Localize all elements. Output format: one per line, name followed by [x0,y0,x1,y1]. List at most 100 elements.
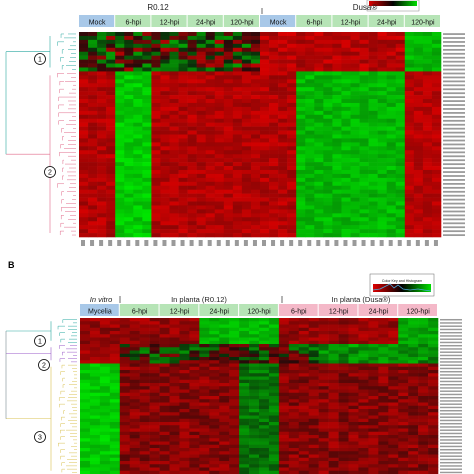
heatmap-cell [232,35,243,41]
heatmap-cell [318,405,329,410]
heatmap-cell [269,233,279,238]
heatmap-cell [318,353,329,358]
heatmap-cell [359,102,369,108]
heatmap-cell [323,162,333,167]
heatmap-cell [99,363,111,368]
heatmap-cell [169,201,179,206]
heatmap-cell [368,169,378,175]
heatmap-cell [278,130,288,135]
heatmap-cell [239,379,250,384]
heatmap-cell [308,467,319,472]
row-dendrogram-a: 12 [5,33,76,236]
heatmap-cell [422,185,433,190]
heatmap-cell [359,67,369,72]
heatmap-cell [428,334,439,338]
heatmap-cell [151,221,161,226]
heatmap-cell [428,389,439,394]
heatmap-cell [169,189,179,194]
heatmap-cell [189,360,200,364]
heatmap-cell [368,389,379,394]
heatmap-cell [106,213,116,218]
heatmap-cell [259,353,270,358]
heatmap-cell [368,146,378,151]
heatmap-cell [160,146,170,151]
heatmap-cell [124,213,134,218]
heatmap-cell [179,357,190,361]
heatmap-cell [196,138,206,143]
heatmap-cell [250,173,261,179]
heatmap-cell [395,122,406,127]
heatmap-cell [308,448,319,452]
heatmap-cell [388,337,399,342]
heatmap-cell [388,431,399,436]
heatmap-cell [241,209,252,214]
heatmap-cell [249,422,260,426]
heatmap-cell [169,366,180,371]
heatmap-cell [348,392,359,397]
column-label-mark [252,240,257,246]
heatmap-cell [189,353,200,358]
heatmap-cell [239,402,250,407]
heatmap-cell [149,386,160,390]
heatmap-cell [287,51,297,56]
row-label-mark [440,465,462,467]
heatmap-cell [269,221,279,226]
heatmap-cell [209,409,220,413]
heatmap-cell [214,43,225,49]
heatmap-cell [139,402,150,407]
heatmap-cell [250,118,261,123]
heatmap-cell [219,357,230,361]
heatmap-cell [250,166,261,171]
heatmap-cell [338,344,349,348]
heatmap-cell [241,233,252,238]
column-label-mark [162,240,167,246]
heatmap-cell [223,169,234,175]
heatmap-cell [142,221,152,226]
heatmap-cell [169,428,180,433]
heatmap-cell [278,185,288,190]
heatmap-cell [239,389,250,394]
heatmap-cell [151,55,161,60]
heatmap-cell [241,134,252,139]
heatmap-cell [368,412,379,416]
heatmap-cell [106,169,116,175]
heatmap-cell [428,457,439,462]
heatmap-cell [97,83,107,88]
heatmap-cell [178,114,188,120]
heatmap-cell [151,102,161,108]
heatmap-cell [89,464,101,468]
heatmap-cell [249,396,260,400]
heatmap-cell [88,114,98,120]
heatmap-cell [388,321,399,325]
heatmap-cell [305,99,315,104]
heatmap-cell [408,347,419,351]
heatmap-cell [79,63,89,68]
heatmap-cell [278,205,288,210]
heatmap-cell [314,59,324,64]
heatmap-cell [332,43,342,49]
heatmap-cell [169,327,180,332]
heatmap-cell [278,409,290,413]
heatmap-cell [287,169,297,175]
heatmap-cell [278,334,290,338]
heatmap-cell [229,399,240,403]
column-label-mark [225,240,230,246]
heatmap-cell [308,376,319,381]
heatmap-cell [350,67,360,72]
row-label-mark [443,131,465,134]
heatmap-cell [109,435,121,439]
heatmap-cell [142,110,152,116]
heatmap-cell [328,431,339,436]
heatmap-cell [260,102,270,108]
heatmap-cell [318,347,329,351]
heatmap-cell [169,399,180,403]
heatmap-cell [106,201,116,206]
heatmap-cell [88,35,98,41]
heatmap-cell [214,122,225,127]
heatmap-cell [341,95,351,100]
heatmap-cell [106,146,116,151]
heatmap-cell [378,321,389,325]
heatmap-cell [368,217,378,222]
heatmap-cell [249,324,260,329]
